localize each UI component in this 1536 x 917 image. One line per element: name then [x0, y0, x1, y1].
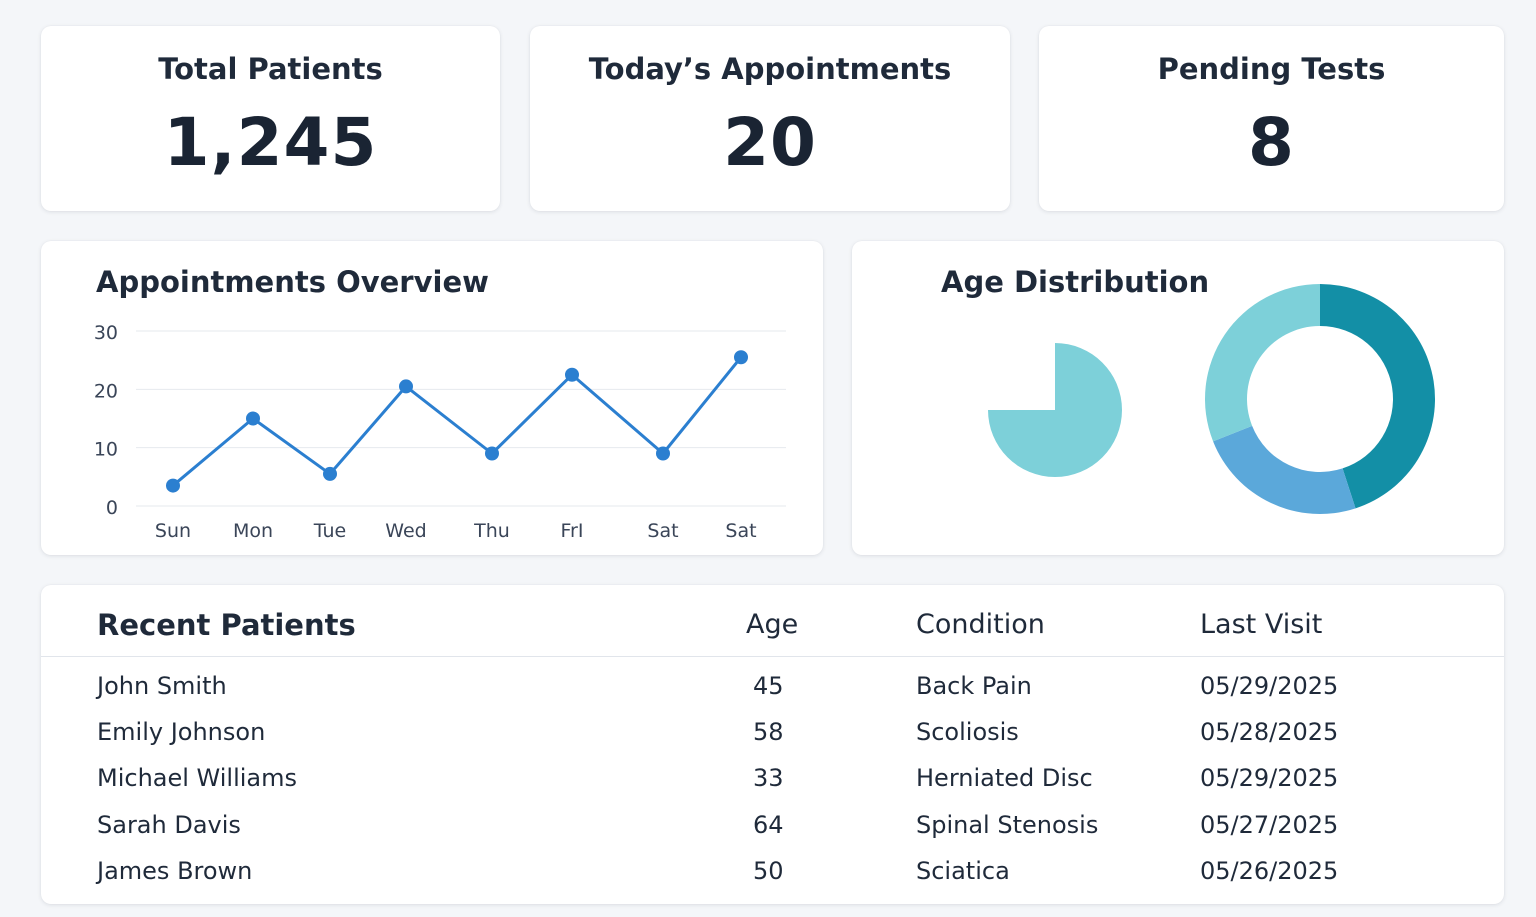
- data-point[interactable]: [565, 367, 579, 382]
- patient-last-visit: 05/27/2025: [1200, 811, 1339, 839]
- patient-last-visit: 05/29/2025: [1200, 672, 1339, 700]
- patient-condition: Herniated Disc: [916, 764, 1093, 792]
- donut-slice: [1213, 425, 1356, 514]
- y-tick-label: 10: [94, 439, 118, 461]
- patient-name: Sarah Davis: [97, 811, 241, 839]
- stat-card-pending-tests: Pending Tests 8: [1039, 26, 1504, 211]
- recent-patients-title: Recent Patients: [97, 608, 356, 642]
- patient-age: 50: [753, 857, 784, 885]
- donut-slice: [1205, 284, 1320, 442]
- stat-value: 20: [723, 104, 817, 181]
- patient-age: 64: [753, 811, 784, 839]
- patient-age: 33: [753, 764, 784, 792]
- appointments-line-chart: 0 10 20 30 Sun Mon Tue Wed Thu FrI Sat Sat: [94, 322, 786, 542]
- pie-slice: [988, 343, 1122, 477]
- stat-value: 8: [1248, 104, 1295, 181]
- stat-title: Total Patients: [158, 52, 383, 86]
- x-tick-label: Sun: [155, 520, 191, 542]
- column-header-last-visit: Last Visit: [1200, 609, 1323, 640]
- patient-condition: Back Pain: [916, 672, 1032, 700]
- age-distribution-title: Age Distribution: [941, 265, 1210, 299]
- y-tick-label: 0: [106, 497, 118, 519]
- patient-last-visit: 05/26/2025: [1200, 857, 1339, 885]
- data-point[interactable]: [323, 466, 337, 481]
- table-divider: [41, 656, 1504, 657]
- stat-title: Pending Tests: [1157, 52, 1386, 86]
- column-header-age: Age: [746, 609, 799, 640]
- appointments-overview-title: Appointments Overview: [96, 265, 489, 299]
- recent-patients-card: Recent Patients Age Condition Last Visit…: [41, 585, 1504, 904]
- series-line: [172, 356, 743, 487]
- y-tick-label: 30: [94, 322, 118, 344]
- column-header-condition: Condition: [916, 609, 1045, 640]
- x-tick-label: Sat: [725, 520, 756, 542]
- donut-slice: [1320, 284, 1435, 509]
- x-tick-label: Sat: [647, 520, 678, 542]
- patient-age: 58: [753, 718, 784, 746]
- y-tick-label: 20: [94, 380, 118, 402]
- x-tick-label: Wed: [385, 520, 426, 542]
- patient-condition: Sciatica: [916, 857, 1010, 885]
- data-point[interactable]: [656, 446, 670, 461]
- age-distribution-pie-chart: [988, 284, 1435, 514]
- x-tick-label: FrI: [561, 520, 584, 542]
- x-tick-label: Tue: [313, 520, 346, 542]
- appointments-overview-card: Appointments Overview 0 10 20 30 Sun Mon Tue We…: [41, 241, 823, 555]
- data-point[interactable]: [399, 379, 413, 394]
- stat-value: 1,245: [163, 104, 378, 181]
- data-point[interactable]: [246, 411, 260, 426]
- patient-name: Michael Williams: [97, 764, 298, 792]
- patient-name: John Smith: [97, 672, 227, 700]
- patient-age: 45: [753, 672, 784, 700]
- stat-card-todays-appointments: Today’s Appointments 20: [530, 26, 1010, 211]
- patient-condition: Spinal Stenosis: [916, 811, 1099, 839]
- patient-last-visit: 05/29/2025: [1200, 764, 1339, 792]
- data-point[interactable]: [166, 478, 180, 493]
- x-tick-label: Thu: [473, 520, 510, 542]
- x-tick-label: Mon: [233, 520, 273, 542]
- patient-last-visit: 05/28/2025: [1200, 718, 1339, 746]
- patient-condition: Scoliosis: [916, 718, 1019, 746]
- data-point[interactable]: [485, 446, 499, 461]
- data-point[interactable]: [734, 350, 748, 365]
- patient-name: Emily Johnson: [97, 718, 266, 746]
- stat-card-total-patients: Total Patients 1,245: [41, 26, 500, 211]
- age-distribution-card: Age Distribution: [852, 241, 1504, 555]
- patient-name: James Brown: [97, 857, 253, 885]
- stat-title: Today’s Appointments: [588, 52, 952, 86]
